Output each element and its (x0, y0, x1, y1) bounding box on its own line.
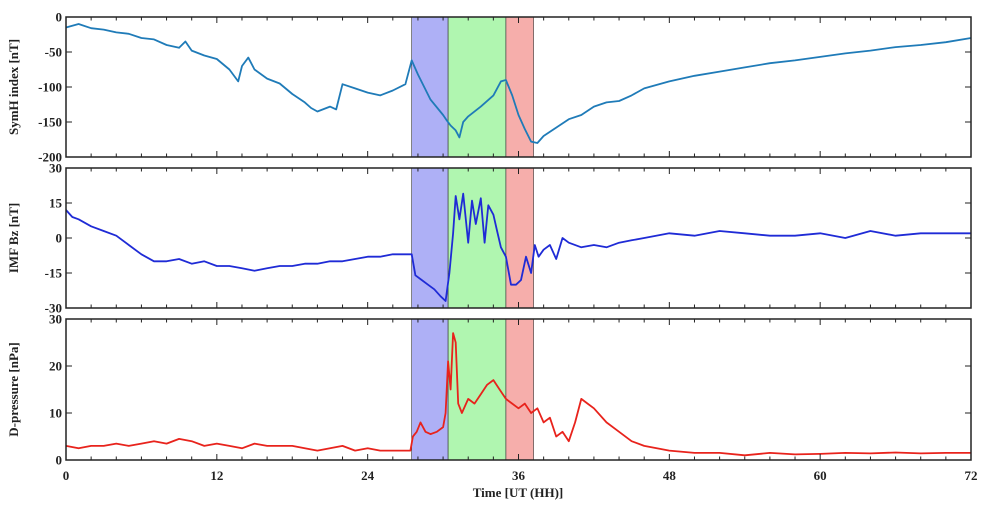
y-tick-label: 10 (49, 406, 62, 421)
x-tick-label: 12 (210, 468, 223, 483)
shaded-region-3 (505, 318, 534, 461)
x-tick-label: 60 (814, 468, 827, 483)
shaded-region-3 (505, 16, 534, 158)
shaded-region-1 (411, 318, 449, 461)
panel-1: -200 -150 -100 -50 0 SymH index [nT] (6, 10, 972, 165)
panel-3: 0 10 20 30 D-pressure [nPa] (6, 312, 972, 468)
shaded-region-2 (447, 167, 507, 309)
x-tick-label: 72 (965, 468, 978, 483)
x-tick-label: 36 (512, 468, 526, 483)
y-tick-label: 0 (56, 10, 63, 25)
series-line (65, 23, 972, 144)
shaded-region-1 (411, 16, 449, 158)
y-tick-label: -15 (45, 266, 63, 281)
panel-2: -30 -15 0 15 30 IMF Bz [nT] (6, 161, 972, 316)
y-tick-label: 30 (49, 161, 62, 176)
x-axis-label: Time [UT (HH)] (473, 485, 564, 500)
y-axis-label: D-pressure [nPa] (6, 342, 21, 437)
y-tick-label: -200 (38, 150, 62, 165)
x-tick-label: 0 (63, 468, 70, 483)
x-tick-label: 24 (361, 468, 375, 483)
shaded-region-1 (411, 167, 449, 309)
x-tick-label: 48 (663, 468, 677, 483)
y-tick-label: -150 (38, 115, 62, 130)
series-line (65, 192, 971, 302)
y-tick-label: -30 (45, 301, 62, 316)
y-tick-label: -100 (38, 80, 62, 95)
y-tick-label: 30 (49, 312, 62, 327)
shaded-region-3 (505, 167, 534, 309)
y-axis-label: SymH index [nT] (6, 39, 21, 135)
y-tick-label: -50 (45, 45, 62, 60)
y-axis-label: IMF Bz [nT] (6, 203, 21, 273)
y-tick-label: 20 (49, 359, 62, 374)
y-tick-label: 0 (56, 231, 63, 246)
y-tick-label: 15 (49, 196, 63, 211)
series-line (65, 332, 971, 457)
y-tick-label: 0 (56, 453, 63, 468)
